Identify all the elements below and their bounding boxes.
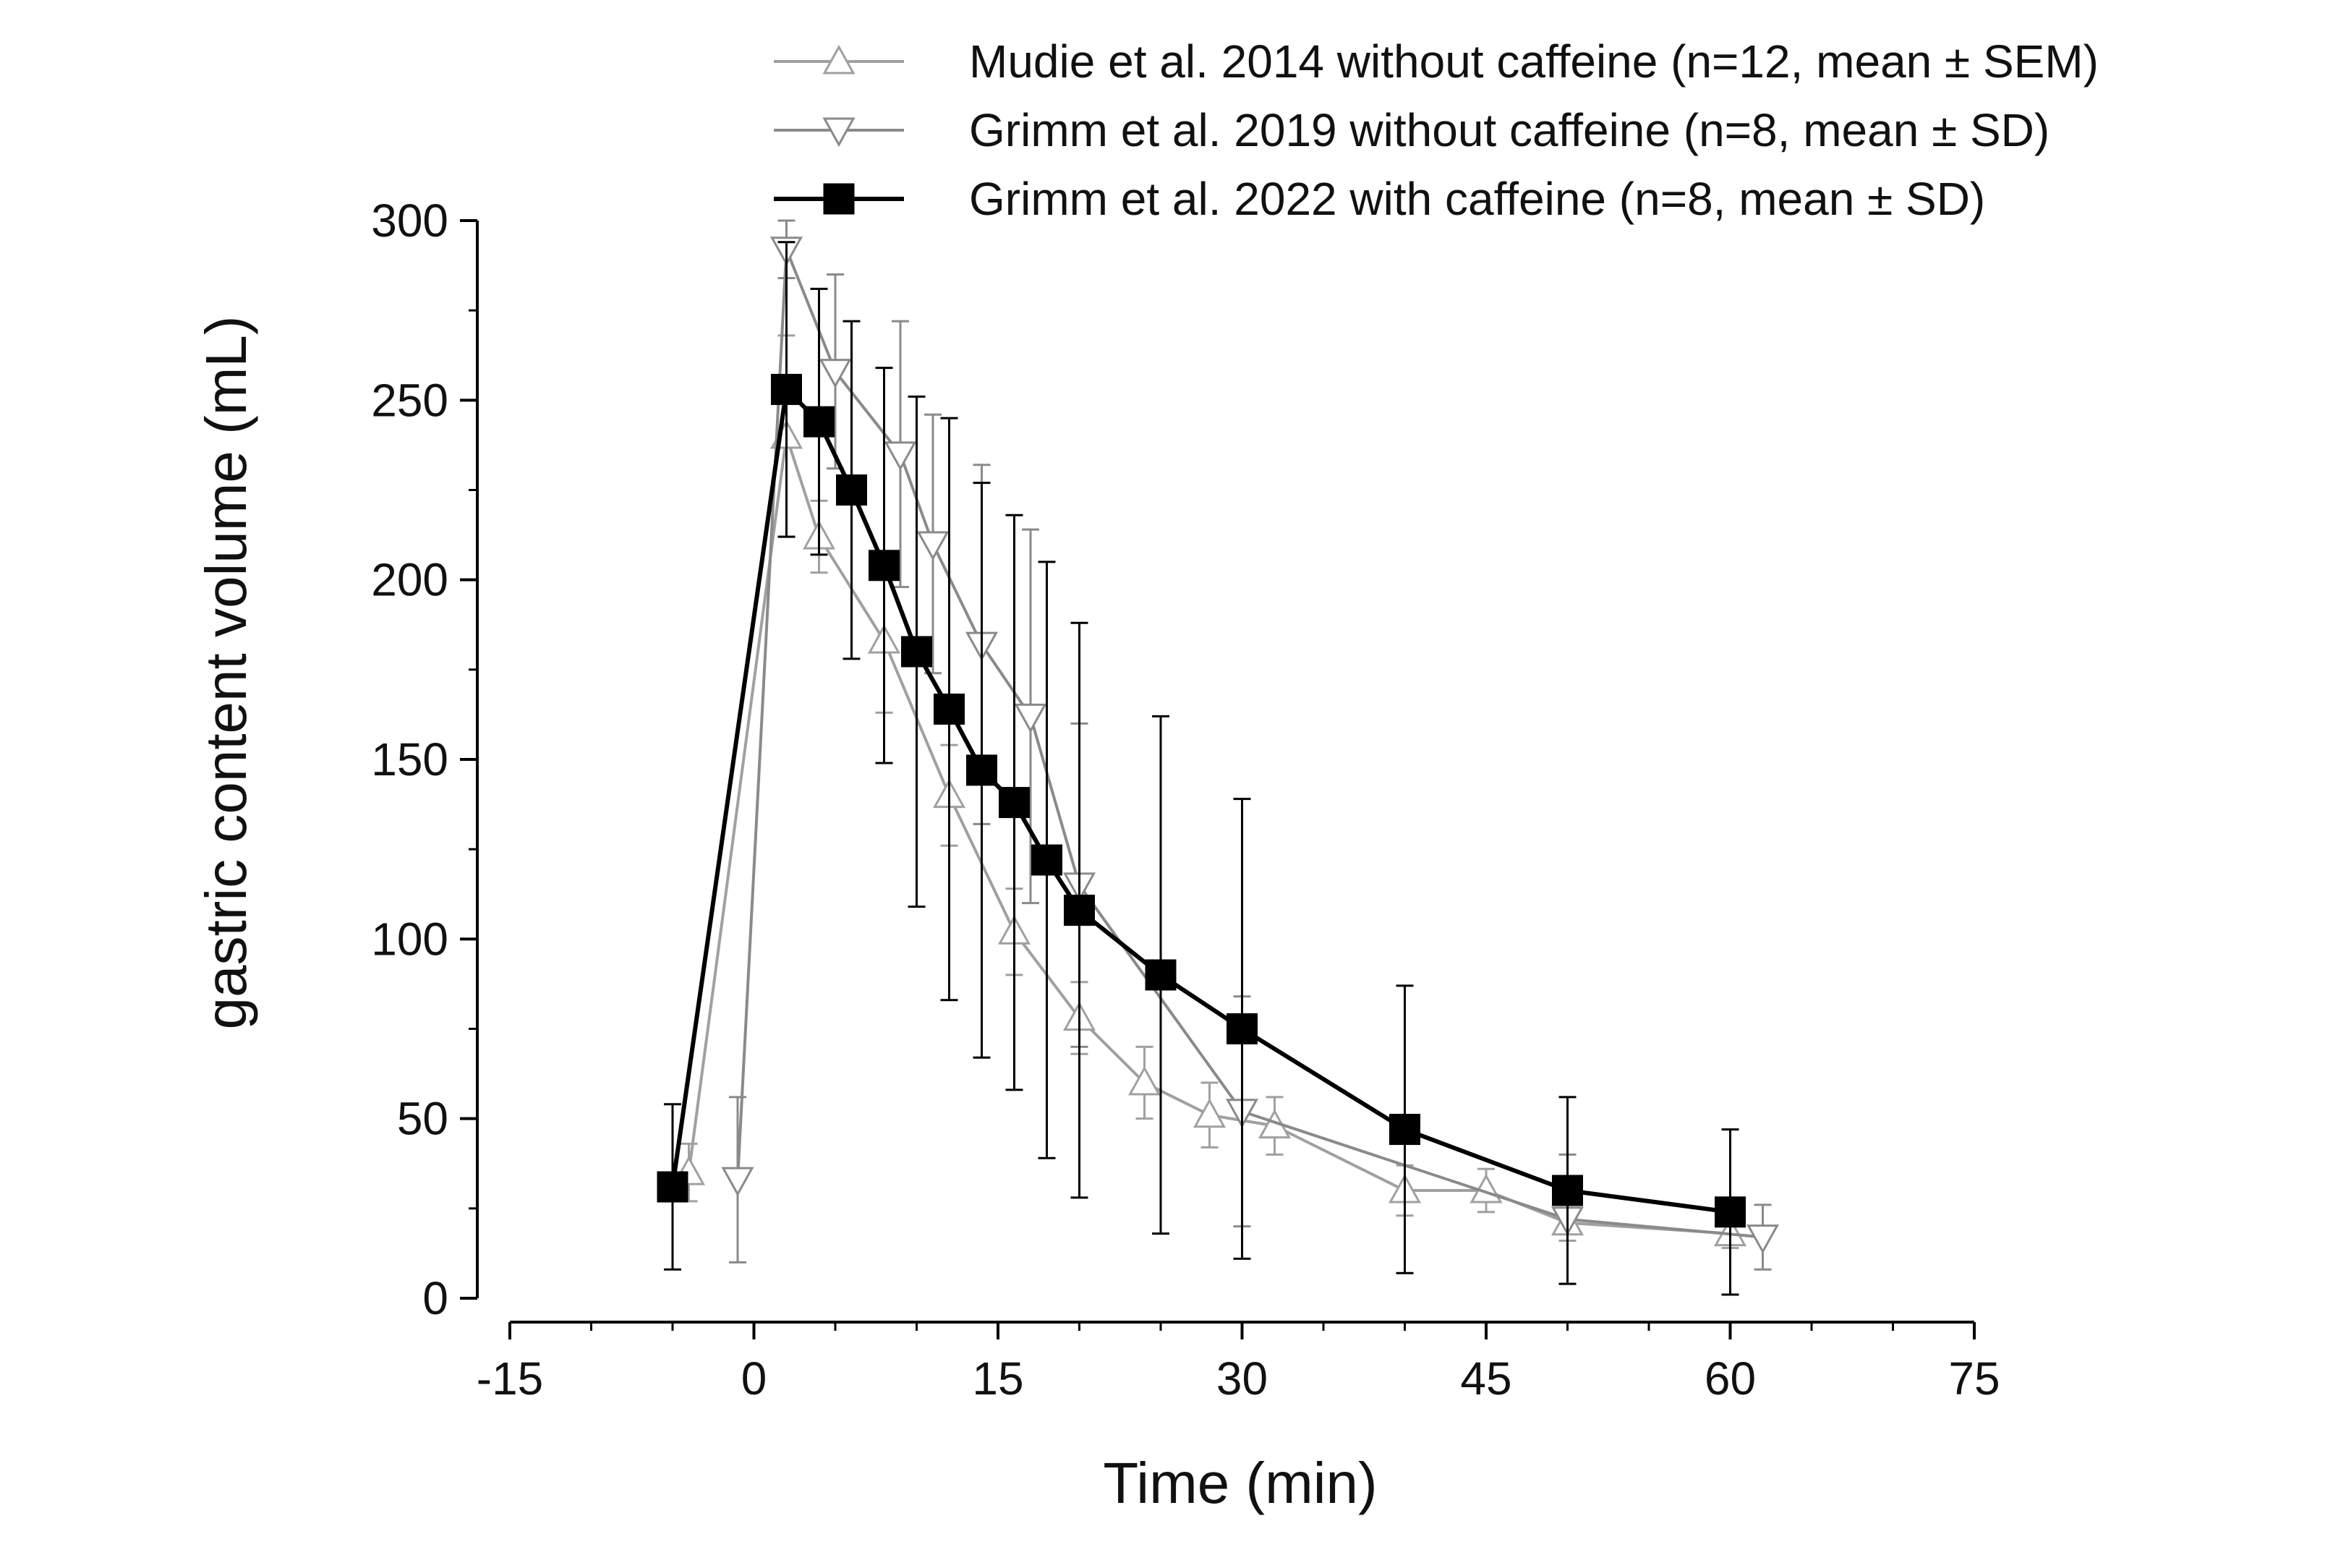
legend-marker	[823, 183, 855, 215]
x-tick-label: 0	[741, 1352, 767, 1405]
x-axis-title: Time (min)	[1103, 1451, 1377, 1515]
data-point	[1552, 1175, 1583, 1206]
data-point	[1715, 1196, 1746, 1228]
series-2	[657, 241, 1746, 1296]
y-axis-title: gastric content volume (mL)	[194, 315, 258, 1029]
data-point	[869, 550, 900, 581]
y-tick-label: 200	[371, 554, 448, 606]
data-point	[771, 373, 802, 405]
series-line	[736, 248, 1763, 1239]
x-tick-label: 75	[1948, 1352, 2000, 1405]
legend-entry-1: Grimm et al. 2019 without caffeine (n=8,…	[774, 104, 2049, 156]
data-point	[1031, 844, 1062, 876]
y-tick-label: 250	[371, 374, 448, 426]
x-tick-label: 45	[1460, 1352, 1511, 1405]
y-tick-label: 300	[371, 195, 448, 247]
legend-entry-0: Mudie et al. 2014 without caffeine (n=12…	[774, 35, 2099, 88]
legend-marker	[822, 117, 856, 148]
data-point	[1389, 1114, 1420, 1146]
series-1	[721, 219, 1780, 1285]
data-point	[836, 474, 867, 506]
x-tick-label: 30	[1216, 1352, 1268, 1405]
legend-label: Grimm et al. 2019 without caffeine (n=8,…	[969, 104, 2049, 156]
x-tick-label: -15	[477, 1352, 544, 1405]
data-point	[1064, 895, 1095, 926]
data-point	[966, 754, 997, 786]
data-point	[1014, 703, 1047, 733]
data-point	[1145, 959, 1177, 991]
data-point	[1746, 1224, 1780, 1254]
data-point	[884, 441, 917, 471]
data-point	[1193, 1098, 1227, 1128]
legend-label: Mudie et al. 2014 without caffeine (n=12…	[969, 35, 2099, 88]
y-tick-label: 150	[371, 733, 448, 785]
data-point	[819, 359, 852, 388]
data-point	[1127, 1065, 1161, 1096]
axes: 0 50 100 150 200 250 300 -15 0 15 30 45 60 75	[371, 195, 2000, 1405]
x-tick-label: 15	[972, 1352, 1023, 1405]
y-tick-label: 0	[422, 1272, 448, 1324]
data-point	[657, 1171, 688, 1203]
series-line	[687, 435, 1731, 1235]
data-point	[999, 787, 1030, 819]
legend-label: Grimm et al. 2022 with caffeine (n=8, me…	[969, 173, 1985, 225]
data-point	[934, 693, 965, 725]
legend-entry-2: Grimm et al. 2022 with caffeine (n=8, me…	[774, 173, 1985, 225]
legend-marker	[822, 44, 856, 74]
data-point	[721, 1167, 754, 1197]
series-0	[672, 334, 1747, 1249]
y-tick-label: 100	[371, 913, 448, 965]
y-tick-label: 50	[397, 1093, 448, 1145]
data-point	[1227, 1013, 1258, 1044]
x-tick-label: 60	[1705, 1352, 1756, 1405]
series-layer	[657, 219, 1780, 1296]
series-line	[670, 385, 1731, 1214]
legend: Mudie et al. 2014 without caffeine (n=12…	[774, 35, 2099, 225]
data-point	[916, 531, 950, 561]
data-point	[803, 406, 835, 438]
data-point	[901, 636, 932, 668]
